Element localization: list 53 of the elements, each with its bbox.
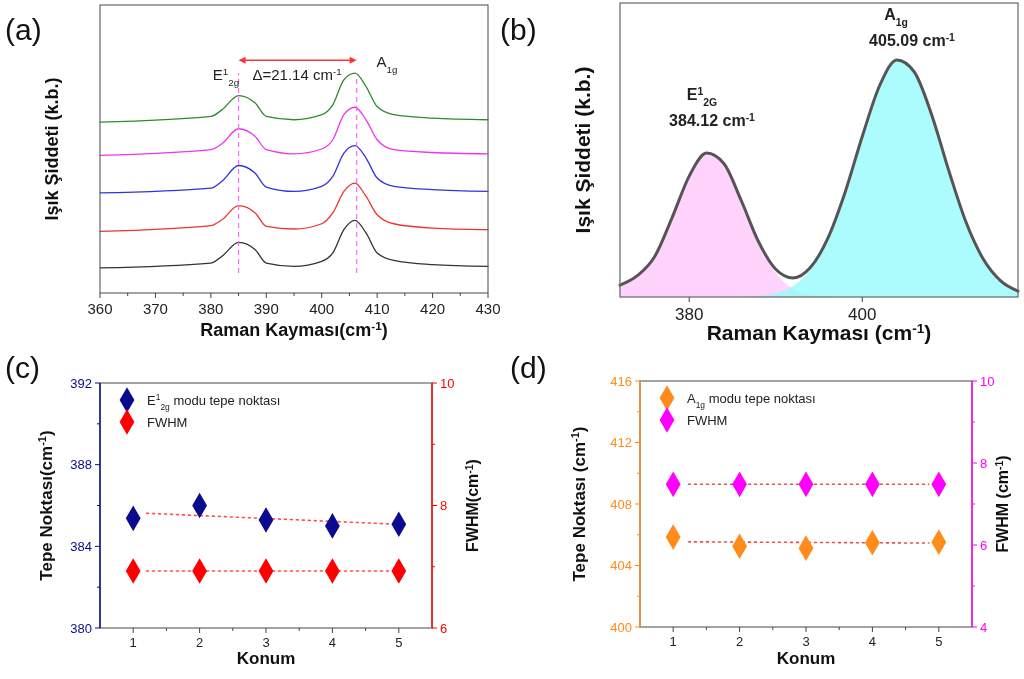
legend-label: FWHM: [687, 413, 728, 428]
x-tick-label: 420: [420, 300, 446, 317]
y-tick-label: 380: [70, 620, 92, 636]
x-tick-label: 380: [198, 300, 224, 317]
legend-label: A$_{1g}$ modu tepe noktası: [687, 391, 816, 410]
y-tick-label: 404: [610, 558, 632, 574]
x-tick-label: 1: [129, 635, 137, 650]
y-axis-title: Işık Şiddeti (k.b.): [571, 66, 594, 234]
x-tick-label: 390: [253, 300, 279, 317]
y2-tick-label: 10: [980, 373, 995, 389]
y-tick-label: 392: [70, 375, 92, 391]
y2-tick-label: 6: [440, 620, 448, 636]
x-tick-label: 5: [395, 635, 403, 650]
y-tick-label: 384: [70, 538, 92, 554]
y2-tick-label: 6: [980, 537, 988, 553]
y-tick-label: 408: [610, 496, 632, 512]
chart-title: (b): [500, 13, 537, 46]
x-axis-title: Konum: [236, 649, 296, 668]
legend-label: E$^{1}$$_{2g}$ modu tepe noktası: [147, 392, 281, 412]
y-tick-label: 388: [70, 457, 92, 473]
legend-label: FWHM: [147, 415, 188, 430]
x-tick-label: 5: [935, 634, 943, 649]
y-axis-title: Işık Şiddeti (k.b.): [42, 77, 62, 221]
x-tick-label: 3: [802, 634, 810, 649]
text: 405.09 cm$^{-1}$: [869, 31, 956, 49]
x-tick-label: 380: [675, 305, 704, 324]
y2-tick-label: 8: [980, 455, 988, 471]
y2-tick-label: 10: [440, 375, 455, 391]
annotation: Δ=21.14 cm$^{-1}$: [252, 65, 342, 83]
chart-title: (d): [510, 351, 547, 384]
y-tick-label: 412: [610, 435, 632, 451]
x-tick-label: 370: [142, 300, 168, 317]
x-tick-label: 2: [195, 635, 204, 650]
x-axis-title: Konum: [776, 649, 836, 668]
y-tick-label: 400: [610, 619, 632, 635]
x-tick-label: 1: [669, 634, 677, 649]
x-tick-label: 410: [364, 300, 390, 317]
y2-tick-label: 8: [440, 498, 448, 514]
y2-tick-label: 4: [980, 619, 988, 635]
annotation: A$_{1g}$: [376, 53, 398, 75]
x-tick-label: 430: [475, 300, 501, 317]
text: A$_{1g}$: [884, 6, 908, 28]
x-tick-label: 4: [868, 634, 877, 649]
y-tick-label: 416: [610, 373, 632, 389]
x-tick-label: 4: [328, 635, 337, 650]
x-axis-title: Raman Kayması(cm$^{-1}$): [200, 318, 388, 340]
x-tick-label: 3: [262, 635, 270, 650]
annotation: 384.12 cm$^{-1}$: [669, 111, 756, 129]
x-tick-label: 2: [735, 634, 744, 649]
chart-title: (a): [5, 13, 42, 46]
chart-title: (c): [5, 351, 40, 384]
x-tick-label: 360: [87, 300, 113, 317]
x-tick-label: 400: [309, 300, 335, 317]
